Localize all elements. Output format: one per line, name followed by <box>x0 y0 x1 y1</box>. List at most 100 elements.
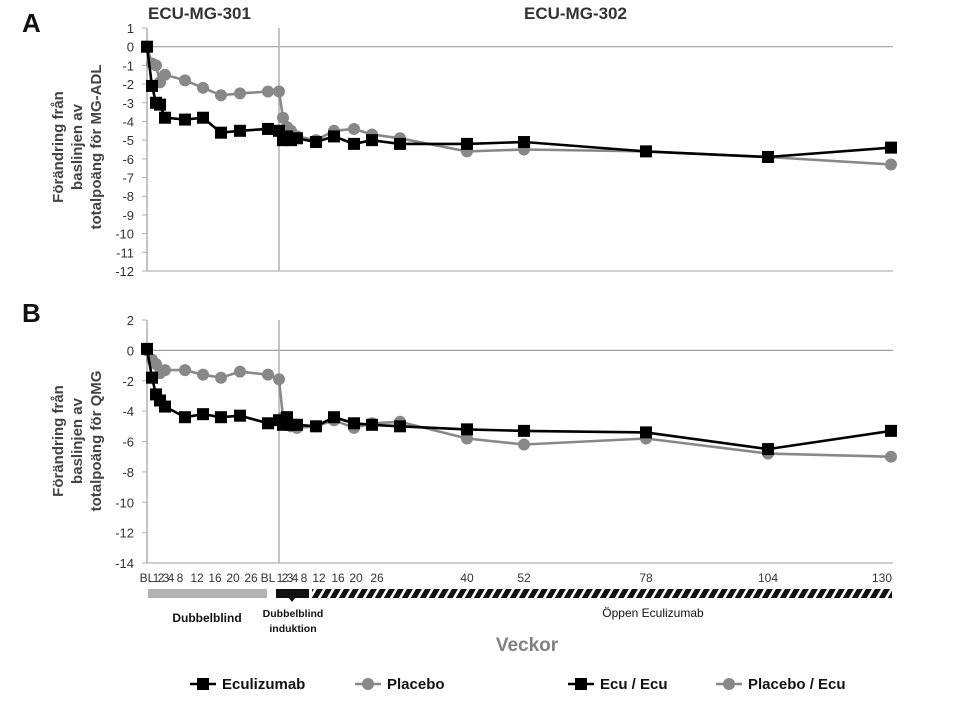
x-tick-label: 1 <box>153 571 160 585</box>
data-point-eculizumab <box>146 371 158 384</box>
x-tick-label: 4 <box>292 571 299 585</box>
data-point-placebo <box>179 364 191 377</box>
data-point-placebo <box>262 85 274 98</box>
data-point-placebo <box>159 68 171 81</box>
legend-label: Placebo <box>387 676 445 693</box>
y-tick-label: -5 <box>122 133 134 148</box>
data-point-eculizumab <box>310 420 322 433</box>
data-point-placebo <box>234 365 246 378</box>
data-point-eculizumab <box>234 124 246 137</box>
legend-label: Ecu / Ecu <box>600 676 668 693</box>
data-point-placebo <box>215 89 227 102</box>
series-line-placebo-b <box>145 349 892 458</box>
data-point-eculizumab <box>348 417 360 430</box>
x-tick-label: 2 <box>158 571 165 585</box>
y-tick-label: -2 <box>122 77 134 92</box>
data-point-placebo <box>150 59 162 72</box>
data-point-placebo <box>234 87 246 100</box>
data-point-eculizumab <box>762 443 774 456</box>
data-point-eculizumab <box>179 113 191 126</box>
y-tick-label: -6 <box>122 435 134 450</box>
data-point-placebo <box>885 450 897 463</box>
data-point-eculizumab <box>215 126 227 139</box>
x-tick-label: 16 <box>208 571 222 585</box>
data-point-placebo <box>885 158 897 171</box>
phase-label-open-label: Öppen Eculizumab <box>602 606 704 620</box>
data-point-eculizumab <box>215 411 227 424</box>
y-label-b-line2: baslinjen av <box>69 397 86 484</box>
data-point-eculizumab <box>885 141 897 154</box>
y-tick-label: 2 <box>127 313 134 328</box>
y-tick-label: -1 <box>122 58 134 73</box>
data-point-eculizumab <box>310 136 322 149</box>
data-point-placebo <box>179 74 191 87</box>
data-point-eculizumab <box>461 423 473 436</box>
data-point-eculizumab <box>366 418 378 431</box>
data-point-eculizumab <box>146 79 158 92</box>
data-point-eculizumab <box>518 136 530 149</box>
x-tick-label: 40 <box>460 571 474 585</box>
x-tick-label: 16 <box>331 571 345 585</box>
y-tick-label: -6 <box>122 152 134 167</box>
data-point-eculizumab <box>640 426 652 439</box>
data-point-eculizumab <box>366 134 378 147</box>
phase-bar-induction-notch <box>289 598 295 602</box>
y-tick-label: -8 <box>122 465 134 480</box>
phase-bar-double-blind <box>148 589 267 598</box>
data-point-placebo <box>348 122 360 135</box>
y-tick-label: -14 <box>115 556 134 571</box>
legend-item: Eculizumab <box>190 676 305 693</box>
panel-b-chart: 2 0 -2 -4 -6 -8 -10 -12 -14 <box>115 313 897 571</box>
y-tick-label: 0 <box>127 40 134 55</box>
phase-bar-induction <box>276 589 309 598</box>
data-point-eculizumab <box>159 400 171 413</box>
y-tick-label: 1 <box>127 21 134 36</box>
data-point-placebo <box>197 368 209 381</box>
x-tick-label: 20 <box>349 571 363 585</box>
data-point-eculizumab <box>291 132 303 145</box>
y-label-a-line2: baslinjen av <box>69 103 86 190</box>
study-label-301: ECU-MG-301 <box>148 4 251 23</box>
x-tick-label: 26 <box>244 571 258 585</box>
y-tick-label: -4 <box>122 404 134 419</box>
y-label-a-line1: Förändring från <box>50 91 67 203</box>
data-point-eculizumab <box>885 424 897 437</box>
panel-letter-a: A <box>22 8 41 38</box>
x-tick-label: 26 <box>370 571 384 585</box>
legend-marker-square <box>197 678 209 690</box>
legend-marker-circle <box>723 678 735 690</box>
y-tick-label: -8 <box>122 189 134 204</box>
data-point-placebo <box>277 111 289 124</box>
x-tick-label: 3 <box>163 571 170 585</box>
x-tick-label: 8 <box>177 571 184 585</box>
data-point-eculizumab <box>141 342 153 355</box>
data-point-placebo <box>273 373 285 386</box>
phase-label-induction-line2: induktion <box>269 623 316 635</box>
x-tick-label: 3 <box>287 571 294 585</box>
y-label-b-line1: Förändring från <box>50 385 67 497</box>
legend-label: Placebo / Ecu <box>748 676 846 693</box>
x-tick-label: 8 <box>301 571 308 585</box>
data-point-eculizumab <box>461 137 473 150</box>
y-axis-label-a: Förändring från baslinjen av totalpoäng … <box>50 65 105 230</box>
legend-item: Placebo / Ecu <box>716 676 846 693</box>
y-tick-label: -12 <box>115 264 134 279</box>
legend-item: Placebo <box>355 676 445 693</box>
phase-label-induction-line1: Dubbelblind <box>263 608 324 620</box>
y-tick-label: -3 <box>122 96 134 111</box>
data-point-placebo <box>273 85 285 98</box>
y-tick-label: -2 <box>122 374 134 389</box>
y-axis-label-b: Förändring från baslinjen av totalpoäng … <box>50 371 105 512</box>
legend: Eculizumab Placebo Ecu / Ecu Placebo / Ecu <box>190 676 846 693</box>
y-tick-label: -7 <box>122 171 134 186</box>
legend-marker-circle <box>362 678 374 690</box>
x-tick-label: 2 <box>282 571 289 585</box>
x-tick-label: BL <box>261 571 276 585</box>
legend-label: Eculizumab <box>222 676 305 693</box>
data-point-eculizumab <box>154 98 166 111</box>
data-point-eculizumab <box>394 137 406 150</box>
data-point-eculizumab <box>197 111 209 124</box>
y-tick-label: -4 <box>122 114 134 129</box>
data-point-eculizumab <box>141 40 153 53</box>
